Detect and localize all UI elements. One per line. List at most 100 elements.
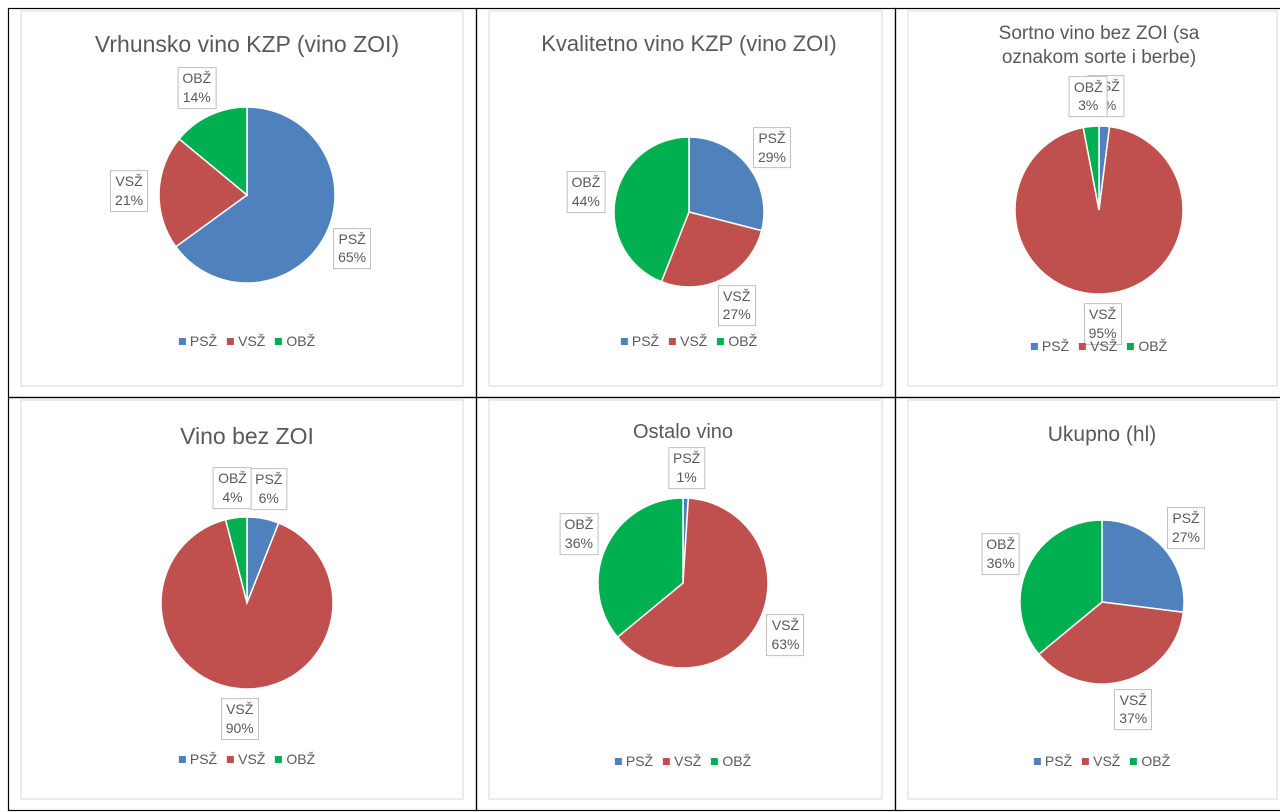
data-label: OBŽ 44% xyxy=(566,171,606,214)
data-label: VSŽ 21% xyxy=(110,170,149,213)
data-label: OBŽ 4% xyxy=(213,467,252,509)
data-label-category: VSŽ xyxy=(1088,306,1117,323)
legend-label: OBŽ xyxy=(728,333,758,349)
legend-label: VSŽ xyxy=(1090,338,1118,354)
data-label-category: PSŽ xyxy=(672,450,701,467)
data-label-value: 36% xyxy=(986,555,1015,572)
chart-title: Vino bez ZOI xyxy=(97,422,397,451)
legend-item: OBŽ xyxy=(1130,753,1170,769)
legend-label: OBŽ xyxy=(286,751,316,767)
legend-label: PSŽ xyxy=(189,751,218,767)
inner-chart-frame xyxy=(488,399,883,800)
legend-swatch xyxy=(614,757,622,765)
data-label-category: OBŽ xyxy=(986,536,1016,553)
legend-item: VSŽ xyxy=(1082,753,1120,769)
inner-chart-frame xyxy=(20,399,464,800)
legend-label: VSŽ xyxy=(238,751,266,767)
data-label-value: 27% xyxy=(1171,528,1201,545)
data-label: PSŽ 6% xyxy=(250,468,288,510)
legend-item: OBŽ xyxy=(275,751,315,767)
pie-slice xyxy=(613,136,690,283)
data-label: PSŽ 27% xyxy=(1166,507,1206,549)
legend: PSŽ VSŽ OBŽ xyxy=(620,333,757,349)
title-text: Ukupno (hl) xyxy=(1047,423,1157,446)
title-text: Vrhunsko vino KZP (vino ZOI) xyxy=(94,31,400,57)
data-label: PSŽ 1% xyxy=(667,447,706,489)
inner-chart-frame xyxy=(488,10,883,387)
data-label-category: PSŽ xyxy=(758,129,786,146)
legend-swatch xyxy=(1033,757,1041,765)
legend-swatch xyxy=(1130,757,1138,765)
pie-slice xyxy=(1082,125,1100,211)
data-label: OBŽ 14% xyxy=(177,67,217,110)
table-cell xyxy=(894,396,1280,812)
data-label-category: OBŽ xyxy=(564,516,594,533)
legend-label: PSŽ xyxy=(1044,753,1073,769)
data-label-value: 90% xyxy=(225,719,254,736)
data-label-category: VSŽ xyxy=(723,287,751,304)
legend-label: VSŽ xyxy=(1093,753,1121,769)
title-text: Ostalo vino xyxy=(632,421,734,443)
pie-slice xyxy=(1037,601,1185,685)
legend-swatch xyxy=(711,757,719,765)
pie-slice xyxy=(224,516,248,604)
legend-item: OBŽ xyxy=(711,753,751,769)
pie-slice xyxy=(597,497,684,639)
data-label: VSŽ 63% xyxy=(766,614,805,657)
pie-slice xyxy=(616,497,769,669)
data-label-value: 36% xyxy=(564,535,593,552)
legend-swatch xyxy=(1127,342,1135,350)
pie-slice xyxy=(660,211,763,288)
data-label-category: OBŽ xyxy=(218,470,247,487)
legend: PSŽ VSŽ OBŽ xyxy=(178,333,315,349)
legend-label: VSŽ xyxy=(238,333,266,349)
legend-item: VSŽ xyxy=(1079,338,1117,354)
data-label: PSŽ 65% xyxy=(333,227,372,270)
pie-slice xyxy=(160,518,334,690)
legend-item: OBŽ xyxy=(717,333,757,349)
data-label-category: PSŽ xyxy=(338,230,366,247)
pie-slice xyxy=(688,136,765,232)
legend-label: OBŽ xyxy=(1138,338,1168,354)
title-text: Kvalitetno vino KZP (vino ZOI) xyxy=(541,31,837,56)
legend-swatch xyxy=(669,337,677,345)
legend-swatch xyxy=(178,337,186,345)
legend-label: VSŽ xyxy=(674,753,702,769)
data-label: VSŽ 90% xyxy=(220,697,259,740)
inner-chart-frame xyxy=(907,10,1278,387)
data-label: PSŽ 29% xyxy=(752,126,791,169)
data-label-value: 21% xyxy=(115,192,144,209)
legend-swatch xyxy=(227,337,235,345)
chart-title: Kvalitetno vino KZP (vino ZOI) xyxy=(539,30,839,58)
chart-title: Vrhunsko vino KZP (vino ZOI) xyxy=(47,30,447,59)
data-label-category: VSŽ xyxy=(115,173,143,190)
legend-item: PSŽ xyxy=(1030,338,1070,354)
legend-label: PSŽ xyxy=(1041,338,1070,354)
legend-item: OBŽ xyxy=(275,333,315,349)
legend-item: PSŽ xyxy=(178,751,218,767)
data-label-category: PSŽ xyxy=(1172,510,1200,527)
title-text: Vino bez ZOI xyxy=(180,423,314,449)
data-label: VSŽ 27% xyxy=(717,284,756,327)
legend-swatch xyxy=(717,337,725,345)
legend: PSŽ VSŽ OBŽ xyxy=(1030,338,1167,354)
legend-item: OBŽ xyxy=(1127,338,1167,354)
data-label-value: 63% xyxy=(771,636,800,653)
pie-slice xyxy=(178,106,248,197)
data-label-value: 44% xyxy=(571,193,600,210)
legend-label: PSŽ xyxy=(625,753,654,769)
legend-label: PSŽ xyxy=(631,333,660,349)
title-text: Sortno vino bez ZOI (sa oznakom sorte i … xyxy=(998,23,1200,68)
data-label: OBŽ 3% xyxy=(1068,75,1108,118)
legend-item: PSŽ xyxy=(1033,753,1073,769)
data-label-category: OBŽ xyxy=(182,70,212,87)
data-label-value: 14% xyxy=(182,89,211,106)
inner-chart-frame xyxy=(907,399,1278,800)
inner-chart-frame xyxy=(20,10,464,387)
data-label-category: VSŽ xyxy=(1119,691,1147,708)
legend-label: OBŽ xyxy=(1141,753,1171,769)
legend-item: PSŽ xyxy=(614,753,654,769)
legend: PSŽ VSŽ OBŽ xyxy=(1033,753,1170,769)
